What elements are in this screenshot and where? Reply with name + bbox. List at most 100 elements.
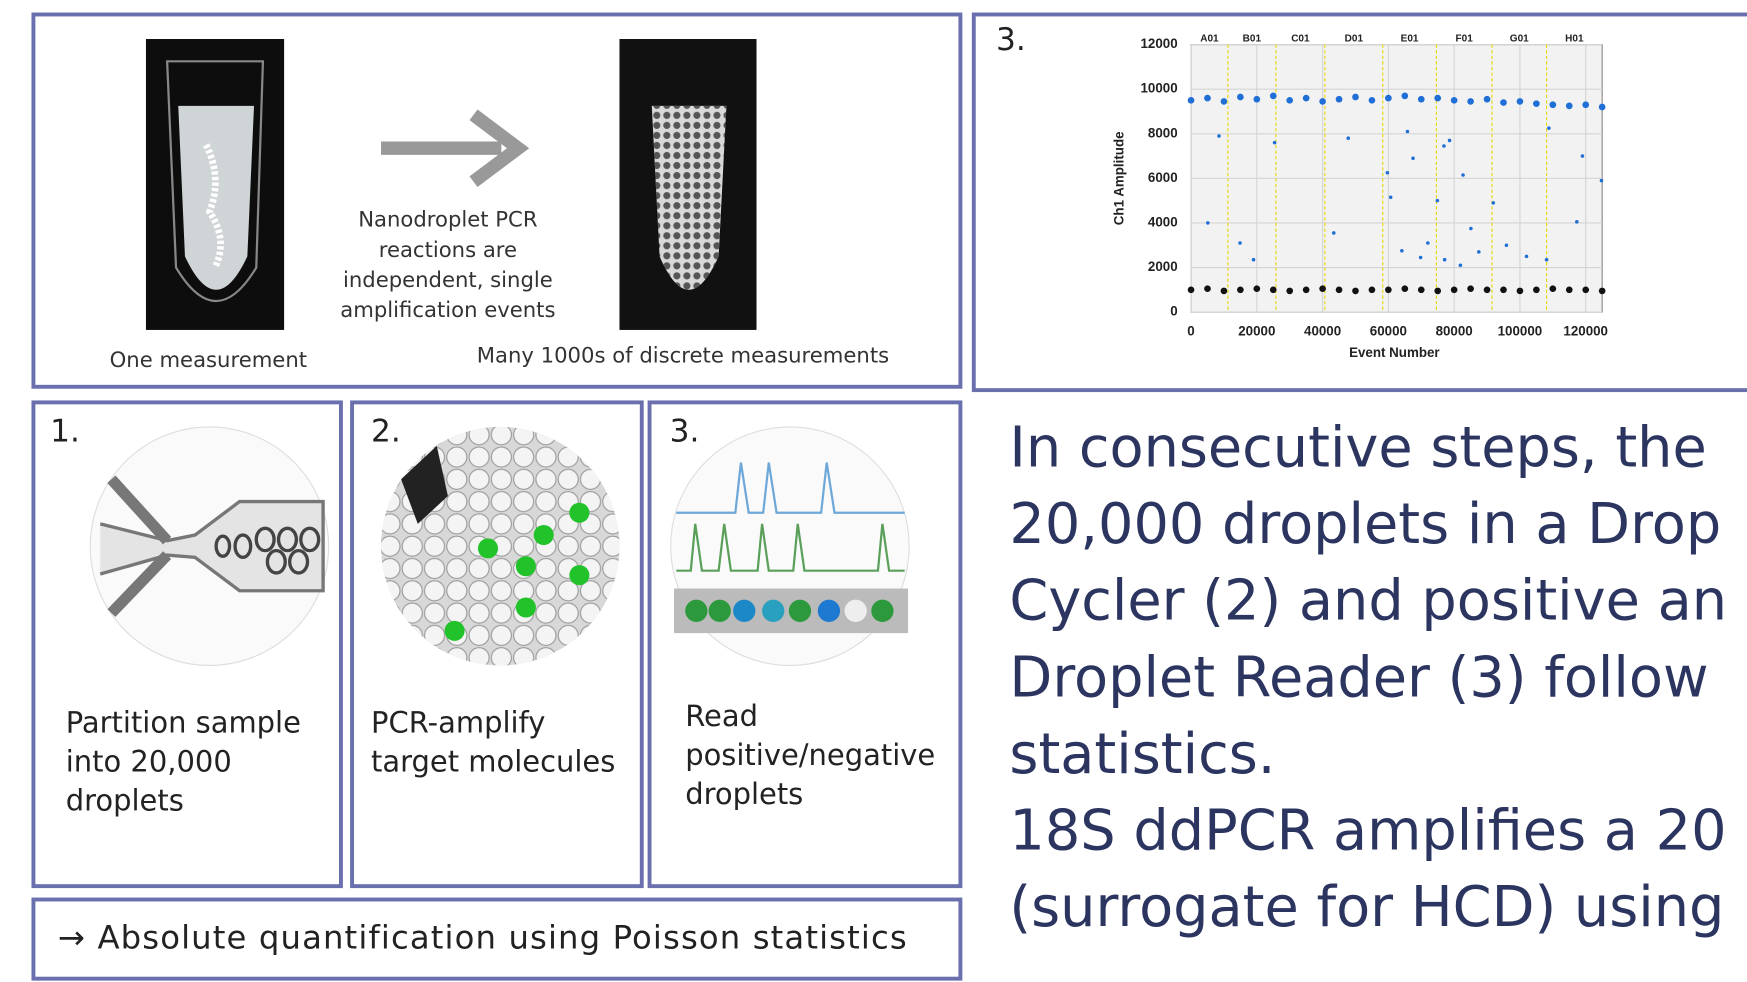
step-text: target molecules [371,745,615,779]
point [1442,257,1447,262]
body-line: 18S ddPCR amplifies a 20 [1009,798,1726,863]
point [1368,96,1376,104]
point [1237,93,1244,101]
point [1269,92,1277,100]
point [1504,243,1509,248]
y-tick-label: 4000 [1148,214,1178,229]
point [1302,94,1310,102]
sample-trace [203,143,224,269]
point [1516,287,1524,295]
point [1582,101,1590,109]
y-tick-label: 12000 [1141,36,1178,51]
point [1286,287,1294,295]
point [1237,286,1244,294]
point [1187,96,1195,104]
point [1450,96,1458,104]
point [1346,136,1351,140]
point [1565,102,1573,110]
x-tick-label: 100000 [1498,324,1543,339]
point [1549,285,1557,293]
trace [676,462,905,514]
body-line: 20,000 droplets in a Drop [1009,492,1721,557]
point [1204,285,1211,293]
well-label: H01 [1565,34,1584,45]
well-label: F01 [1456,34,1474,45]
point [1269,286,1277,294]
droplets [214,526,321,575]
channel-inlet [107,475,172,617]
arrow-text: reactions are [379,237,517,262]
point [1417,95,1425,103]
step-text: droplets [66,784,184,818]
x-tick-label: 0 [1187,324,1194,339]
point [1335,95,1343,103]
tube-outline [165,60,265,303]
well-label: A01 [1200,34,1219,45]
point [1251,257,1256,262]
body-text: In consecutive steps, the 20,000 droplets… [1009,416,1727,940]
point [1599,178,1604,183]
point [1217,134,1221,138]
x-tick-label: 60000 [1370,324,1407,339]
arrow-text: Nanodroplet PCR [358,207,538,232]
point [1302,286,1310,294]
body-line: Cycler (2) and positive an [1009,569,1727,634]
point [1253,95,1261,103]
step-label: 1. [50,413,80,449]
point [1458,263,1463,268]
point [1319,285,1326,293]
point [1549,101,1557,109]
point [1533,100,1540,108]
point [1400,249,1404,253]
point [1565,286,1573,294]
point [1204,94,1211,102]
body-line: Droplet Reader (3) follow [1009,645,1708,710]
panel-box [971,12,1747,393]
point [1435,198,1440,203]
step-text: Partition sample [66,706,301,740]
point [1467,285,1474,293]
point [1547,126,1551,130]
point [1385,94,1392,102]
point [1426,241,1430,245]
point [1598,287,1606,295]
point [1461,173,1465,177]
positive-droplets [444,502,590,641]
step-text: Read [685,699,758,733]
point [1368,286,1376,294]
x-tick-label: 40000 [1304,324,1341,339]
point [1401,92,1409,100]
panel-box [31,400,343,889]
point [1442,144,1446,148]
point [1401,285,1409,293]
step-text: PCR-amplify [371,706,545,740]
x-tick-label: 120000 [1563,324,1608,339]
x-tick-label: 20000 [1238,324,1275,339]
x-axis-label: Event Number [1349,345,1440,360]
point [1388,195,1393,200]
arrow-text: amplification events [340,297,555,322]
droplet-grid [381,426,620,666]
panel-box [31,12,963,389]
point [1286,96,1294,104]
point [1352,287,1359,295]
point [1417,286,1425,294]
body-line: In consecutive steps, the [1009,416,1706,481]
point [1187,286,1195,294]
trace [676,523,905,572]
point [1206,221,1210,225]
step-label: 3. [670,413,700,449]
point [1220,98,1228,105]
point [1483,286,1491,294]
panel-box [647,400,963,889]
point [1467,98,1474,105]
arrow-head [469,109,530,188]
point [1544,257,1549,262]
point [1500,286,1507,294]
well-label: G01 [1510,34,1529,45]
point [1385,286,1392,294]
point [1447,138,1452,143]
y-tick-label: 2000 [1148,259,1178,274]
point [1491,201,1496,205]
droplet-texture [651,105,727,290]
